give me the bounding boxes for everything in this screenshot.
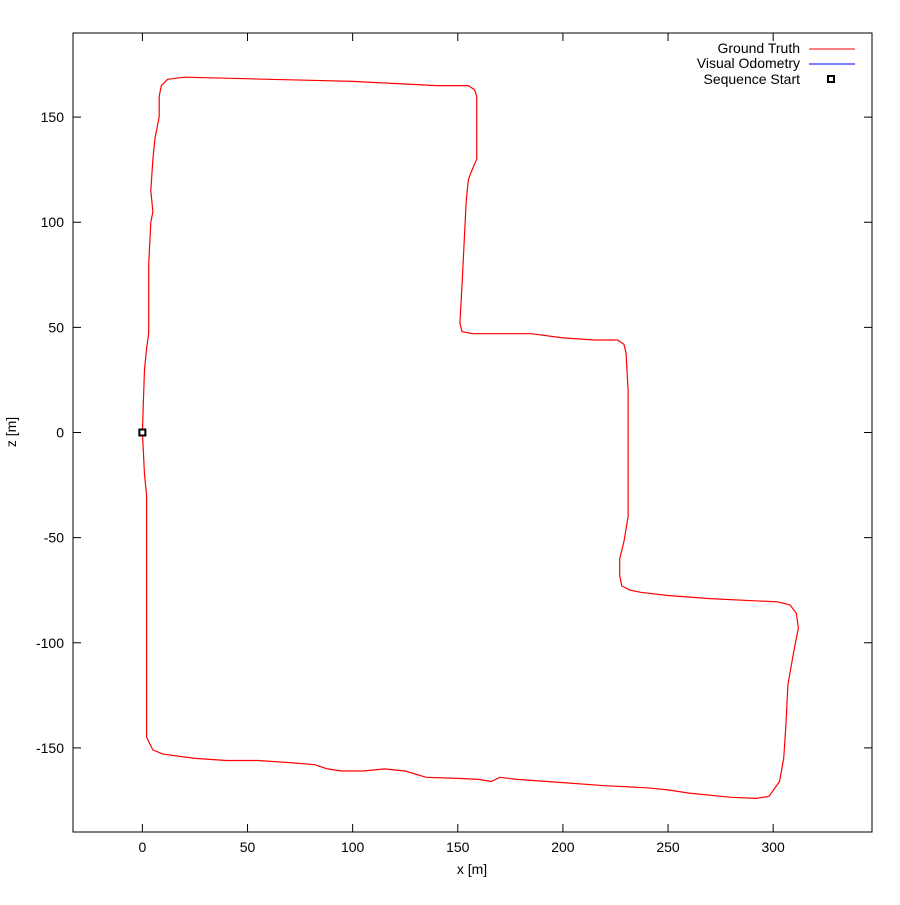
x-tick-label: 150: [446, 839, 470, 855]
series-layer: [138, 76, 799, 799]
y-tick-label: -100: [36, 635, 64, 651]
y-tick-label: 0: [56, 425, 64, 441]
x-tick-labels: 0 50 100 150 200 250 300: [138, 839, 785, 855]
y-tick-labels: 150 100 50 0 -50 -100 -150: [36, 109, 64, 756]
y-axis-label: z [m]: [3, 417, 19, 447]
y-tick-label: 100: [41, 214, 65, 230]
legend-label-sequence-start: Sequence Start: [703, 71, 800, 87]
y-tick-label: -50: [44, 530, 64, 546]
legend-swatch-sequence-start: [827, 75, 835, 83]
x-tick-label: 300: [761, 839, 785, 855]
axis-ticks: [73, 33, 872, 832]
x-tick-label: 200: [551, 839, 575, 855]
y-tick-label: -150: [36, 740, 64, 756]
x-axis-label: x [m]: [457, 861, 487, 877]
y-tick-label: 50: [48, 319, 64, 335]
x-tick-label: 0: [138, 839, 146, 855]
legend-label-ground-truth: Ground Truth: [718, 40, 801, 56]
x-tick-label: 100: [341, 839, 365, 855]
plot-frame: [72, 32, 873, 833]
y-tick-label: 150: [41, 109, 65, 125]
x-tick-label: 250: [656, 839, 680, 855]
sequence-start-marker: [138, 428, 147, 437]
x-tick-label: 50: [240, 839, 256, 855]
series-ground-truth-line: [141, 76, 799, 799]
legend-label-visual-odometry: Visual Odometry: [697, 55, 800, 71]
legend: Ground Truth Visual Odometry Sequence St…: [697, 40, 855, 87]
